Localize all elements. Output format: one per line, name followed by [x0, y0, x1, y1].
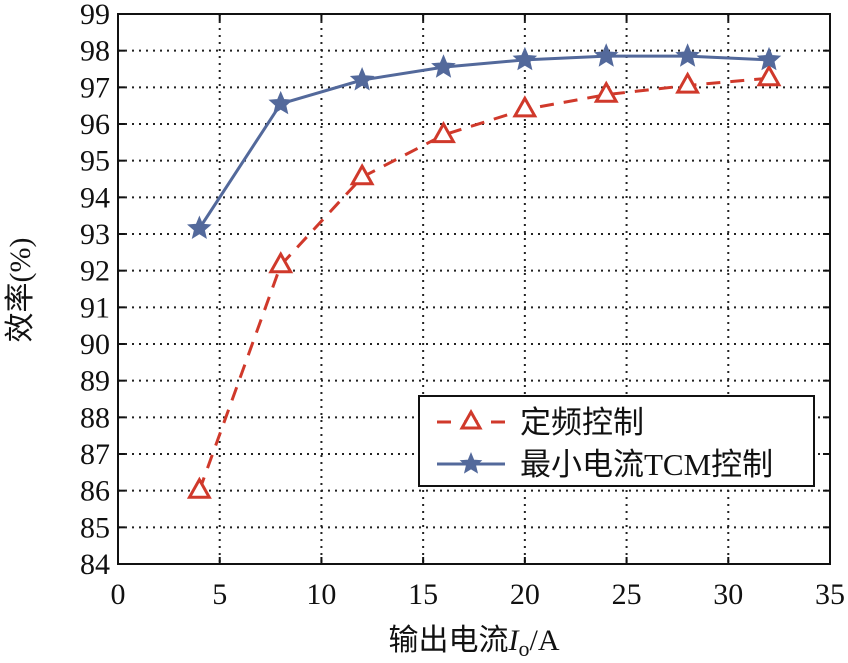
x-tick-label: 15: [408, 578, 438, 611]
y-tick-label: 90: [80, 328, 110, 361]
triangle-marker: [512, 95, 538, 118]
y-tick-label: 87: [80, 438, 110, 471]
y-tick-label: 94: [80, 181, 110, 214]
star-marker: [268, 90, 294, 115]
triangle-marker: [756, 64, 782, 87]
star-marker: [512, 46, 538, 71]
triangle-marker: [349, 163, 375, 186]
y-tick-label: 98: [80, 35, 110, 68]
y-tick-label: 92: [80, 255, 110, 288]
triangle-marker: [459, 408, 483, 430]
plot-frame: [117, 13, 831, 565]
star-marker: [459, 452, 483, 474]
y-tick-label: 86: [80, 475, 110, 508]
x-tick-label: 10: [306, 578, 336, 611]
y-tick-label: 95: [80, 145, 110, 178]
y-tick-label: 84: [80, 548, 110, 581]
y-tick-label: 89: [80, 365, 110, 398]
x-tick-label: 20: [510, 578, 540, 611]
star-marker: [431, 54, 456, 78]
triangle-marker: [268, 251, 294, 274]
star-marker: [593, 43, 619, 67]
y-tick-label: 85: [80, 511, 110, 544]
star-marker: [675, 43, 700, 67]
y-tick-label: 99: [80, 0, 110, 31]
y-tick-label: 96: [80, 108, 110, 141]
legend-label: 最小电流TCM控制: [520, 447, 773, 482]
star-marker: [187, 215, 212, 239]
legend-label: 定频控制: [520, 405, 644, 440]
y-tick-label: 88: [80, 401, 110, 434]
data-series: [186, 43, 782, 499]
x-tick-label: 25: [612, 578, 642, 611]
y-axis-label: 效率(%): [4, 238, 37, 343]
triangle-marker: [431, 120, 456, 144]
y-tick-label: 93: [80, 218, 110, 251]
triangle-marker: [186, 476, 212, 499]
star-marker: [349, 67, 375, 91]
series-triangle: [186, 64, 782, 499]
y-tick-label: 91: [80, 291, 110, 324]
x-tick-label: 35: [815, 578, 845, 611]
triangle-marker: [593, 80, 619, 103]
x-tick-label: 30: [713, 578, 743, 611]
x-tick-label: 5: [212, 578, 227, 611]
star-marker: [756, 46, 782, 71]
series-star: [187, 43, 782, 239]
legend-box: [418, 395, 815, 487]
svg-text:效率(%): 效率(%): [4, 238, 37, 343]
triangle-marker: [675, 71, 701, 94]
x-tick-label: 0: [111, 578, 126, 611]
x-axis-label: 输出电流Io/A: [389, 624, 560, 661]
y-tick-label: 97: [80, 71, 110, 104]
